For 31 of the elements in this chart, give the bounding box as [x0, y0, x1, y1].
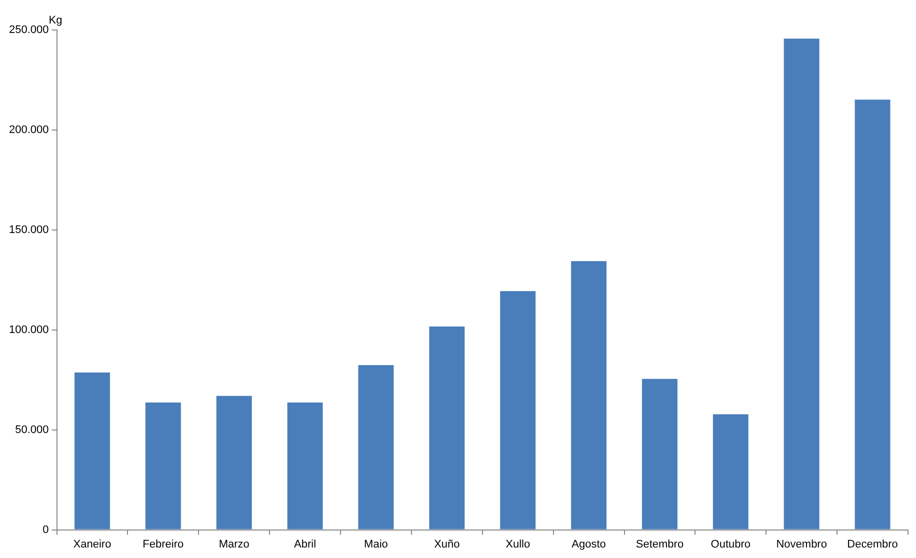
bar: [145, 402, 181, 530]
bar: [712, 414, 748, 530]
bar: [642, 378, 678, 530]
bar: [216, 396, 252, 530]
x-tick-label: Setembro: [636, 538, 684, 550]
bar: [784, 38, 820, 530]
bar: [854, 100, 890, 530]
y-axis-title: Kg: [48, 14, 62, 27]
x-tick-label: Maio: [364, 538, 388, 550]
x-tick-label: Decembro: [847, 538, 898, 550]
x-tick-label: Outubro: [710, 538, 751, 550]
x-tick-label: Xaneiro: [73, 538, 112, 550]
y-tick-label: 100.000: [8, 324, 49, 336]
y-tick-label: 200.000: [8, 124, 49, 136]
bar: [500, 291, 536, 530]
bar: [429, 326, 465, 530]
y-tick-label: 250.000: [8, 24, 49, 36]
x-tick-label: Xuño: [434, 538, 460, 550]
x-tick-label: Febreiro: [142, 538, 184, 550]
y-tick-label: 0: [42, 524, 49, 536]
y-tick-label: 50.000: [15, 424, 49, 436]
x-tick-label: Xullo: [506, 538, 530, 550]
bar: [287, 402, 323, 530]
x-tick-label: Abril: [294, 538, 316, 550]
bar: [358, 365, 394, 530]
bar: [74, 372, 110, 530]
bar: [571, 261, 607, 530]
y-tick-label: 150.000: [8, 224, 49, 236]
x-tick-label: Novembro: [776, 538, 827, 550]
x-tick-label: Marzo: [218, 538, 250, 550]
x-tick-label: Agosto: [572, 538, 606, 550]
